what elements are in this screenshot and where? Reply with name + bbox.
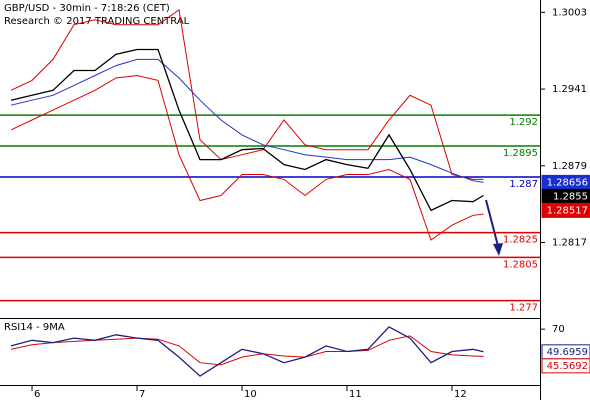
level-label: 1.2825 — [503, 235, 538, 246]
level-label: 1.2895 — [503, 148, 538, 159]
x-tick-label: 11 — [349, 389, 362, 400]
y-tick-label: 1.2879 — [552, 161, 587, 172]
y-tick-label: 1.2817 — [552, 238, 587, 249]
level-label: 1.287 — [509, 179, 538, 190]
x-tick-label: 10 — [244, 389, 257, 400]
value-tag — [541, 358, 590, 374]
series-line — [10, 48, 484, 212]
x-tick-label: 6 — [34, 389, 40, 400]
value-tag-label: 1.28517 — [547, 205, 588, 216]
value-tag-label: 1.28656 — [547, 177, 588, 188]
x-tick-label: 7 — [139, 389, 145, 400]
y-tick-label: 1.2941 — [552, 84, 587, 95]
value-tag-label: 45.5692 — [547, 361, 588, 372]
value-tag-label: 1.2855 — [553, 191, 588, 202]
series-line — [10, 326, 484, 377]
level-label: 1.292 — [509, 117, 538, 128]
level-label: 1.2805 — [503, 259, 538, 270]
chart-subtitle: Research © 2017 TRADING CENTRAL — [4, 16, 190, 27]
y-tick-label: 70 — [552, 324, 565, 335]
forecast-arrowhead — [493, 243, 503, 256]
value-tag — [541, 202, 590, 218]
level-label: 1.277 — [509, 303, 538, 314]
y-tick-label: 1.3003 — [552, 7, 587, 18]
series-line — [10, 58, 484, 183]
series-line — [10, 74, 484, 241]
forecast-arrow — [485, 199, 499, 247]
value-tag-label: 49.6959 — [547, 347, 588, 358]
chart-title: GBP/USD - 30min - 7:18:26 (CET) — [4, 3, 170, 14]
series-line — [10, 9, 484, 180]
rsi-title: RSI14 - 9MA — [4, 322, 65, 333]
x-tick-label: 12 — [454, 389, 467, 400]
